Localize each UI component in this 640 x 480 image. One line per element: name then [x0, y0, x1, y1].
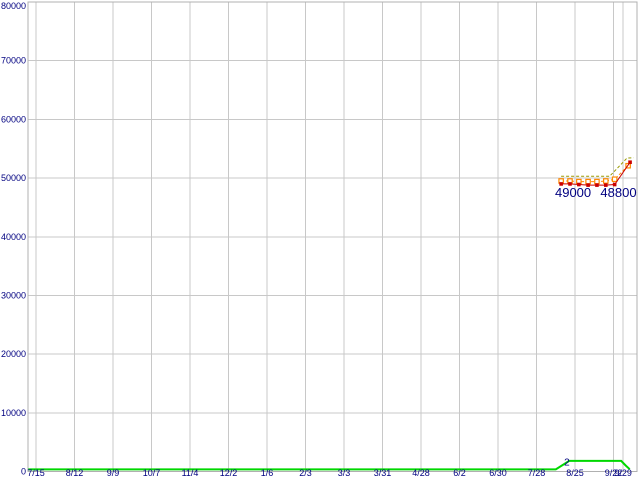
- y-axis-tick-label: 0: [21, 467, 26, 477]
- x-axis-tick-label: 6/2: [453, 468, 466, 478]
- green-baseline-series: [28, 459, 631, 471]
- orange-dashed-series-marker: [594, 178, 600, 185]
- x-axis-tick-label: 7/15: [27, 468, 45, 478]
- value-annotation: 48800: [600, 185, 636, 200]
- y-axis-tick-label: 50000: [1, 173, 26, 183]
- value-annotation: 49000: [555, 185, 591, 200]
- plot-border: [27, 1, 638, 472]
- x-axis-tick-label: 12/2: [220, 468, 238, 478]
- y-axis-tick-label: 30000: [1, 290, 26, 300]
- red-price-series-marker: [595, 183, 599, 187]
- orange-dashed-series-marker: [585, 178, 591, 185]
- y-axis-tick-label: 60000: [1, 114, 26, 124]
- x-axis-tick-label: 7/28: [528, 468, 546, 478]
- y-axis-labels: 0 10000 20000 30000 40000 50000 60000 70000 8000…: [1, 1, 26, 477]
- x-axis-tick-label: 3/3: [338, 468, 351, 478]
- x-axis-tick-label: 4/28: [412, 468, 430, 478]
- y-axis-tick-label: 80000: [1, 1, 26, 11]
- x-axis-tick-label: 10/7: [143, 468, 161, 478]
- red-price-series-marker: [559, 182, 563, 186]
- x-axis-tick-label: 6/30: [489, 468, 507, 478]
- x-axis-tick-label: 2/3: [299, 468, 312, 478]
- x-axis-tick-label: 8/25: [566, 468, 584, 478]
- olive-dashed-series: [561, 157, 634, 177]
- orange-dashed-series-marker: [602, 178, 609, 184]
- red-price-series-marker: [604, 183, 608, 187]
- data-annotations: 49000 48800 2: [555, 185, 637, 468]
- orange-dashed-series-marker: [611, 176, 618, 183]
- plot-border-rect: [27, 1, 638, 472]
- x-axis-labels: 7/15 8/12 9/9 10/7 11/4 12/2 1/6 2/3 3/3 3/31 4/28…: [27, 468, 632, 478]
- red-price-series-marker: [586, 183, 590, 187]
- y-axis-tick-label: 10000: [1, 408, 26, 418]
- x-axis-tick-label: 9/9: [107, 468, 120, 478]
- x-axis-tick-label: 1/6: [261, 468, 274, 478]
- x-axis-tick-label: 3/31: [374, 468, 392, 478]
- y-axis-tick-label: 70000: [1, 56, 26, 66]
- red-price-series-marker: [612, 182, 617, 187]
- x-axis-tick-label: 8/12: [66, 468, 84, 478]
- red-price-series-marker: [577, 182, 581, 187]
- y-axis-tick-label: 40000: [1, 232, 26, 242]
- red-price-series-marker: [628, 160, 632, 165]
- data-series: [28, 157, 634, 471]
- red-price-series-marker: [568, 182, 572, 186]
- x-axis-tick-label: 9/29: [614, 468, 632, 478]
- gridlines: [28, 1, 637, 472]
- y-axis-tick-label: 20000: [1, 349, 26, 359]
- value-annotation: 2: [564, 457, 570, 468]
- x-axis-tick-label: 11/4: [182, 468, 199, 478]
- x-axis-tick-label: 9/22: [605, 468, 623, 478]
